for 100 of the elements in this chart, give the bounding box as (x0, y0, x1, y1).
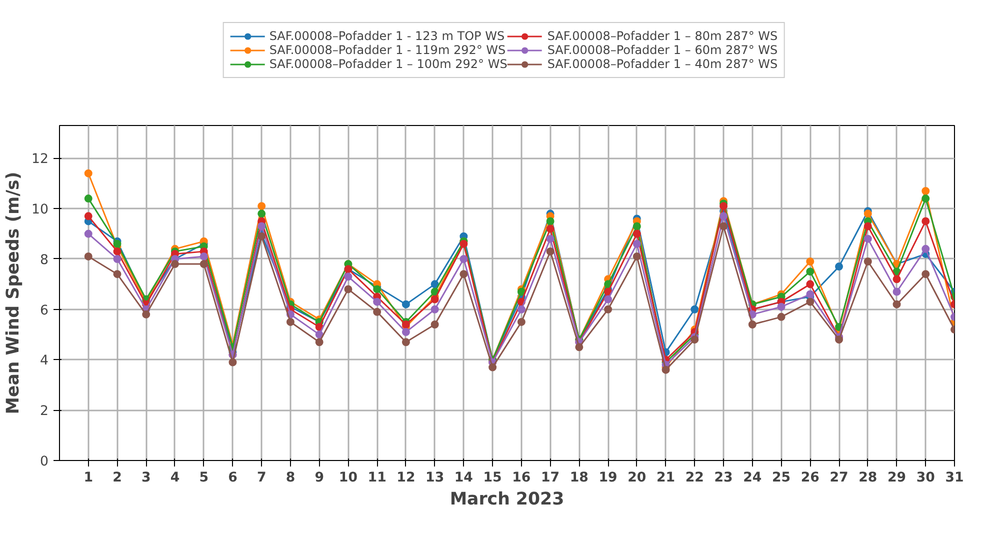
point (546, 224, 554, 233)
point (113, 255, 122, 263)
x-tick-label: 3 (141, 470, 151, 486)
point (517, 288, 526, 296)
point (892, 275, 901, 284)
x-axis-title: March 2023 (450, 490, 564, 510)
point (402, 328, 410, 336)
point (864, 210, 872, 218)
point (113, 270, 122, 278)
point (170, 260, 179, 268)
x-tick-label: 24 (743, 470, 762, 486)
x-tick-label: 23 (714, 470, 733, 486)
point (430, 295, 439, 304)
point (84, 212, 92, 220)
point (113, 247, 122, 256)
point (922, 217, 930, 226)
y-tick-label: 12 (32, 152, 49, 168)
point (662, 366, 670, 374)
point (604, 288, 612, 296)
point (460, 270, 468, 278)
point (430, 305, 439, 314)
legend-label: SAF.00008–Pofadder 1 – 80m 287° WS (547, 29, 778, 43)
point (632, 252, 641, 260)
point (864, 234, 872, 243)
point (777, 302, 786, 311)
y-tick-label: 2 (40, 404, 49, 420)
point (373, 285, 382, 294)
point (835, 262, 844, 271)
x-tick-label: 9 (314, 470, 324, 486)
point (460, 255, 468, 263)
point (748, 320, 756, 328)
legend-label: SAF.00008–Pofadder 1 – 40m 287° WS (547, 57, 778, 71)
x-tick-label: 27 (830, 470, 848, 486)
x-tick-label: 8 (286, 470, 296, 486)
point (200, 252, 208, 260)
y-tick-label: 4 (40, 354, 49, 369)
point (113, 240, 122, 248)
point (84, 194, 92, 203)
point (720, 212, 728, 220)
point (258, 232, 266, 240)
x-tick-label: 20 (628, 470, 646, 486)
point (690, 305, 699, 314)
point (864, 222, 872, 230)
point (517, 318, 526, 326)
point (286, 318, 294, 326)
x-tick-label: 11 (368, 470, 386, 486)
x-tick-label: 12 (396, 470, 416, 486)
point (228, 358, 237, 366)
point (84, 252, 92, 260)
point (430, 280, 439, 288)
point (200, 260, 208, 268)
point (546, 234, 554, 243)
x-tick-label: 19 (598, 470, 618, 486)
x-tick-label: 7 (256, 470, 266, 486)
point (720, 202, 728, 210)
point (344, 272, 352, 281)
y-tick-label: 8 (40, 252, 49, 268)
point (835, 336, 844, 344)
x-tick-label: 21 (656, 470, 676, 486)
point (690, 336, 699, 344)
point (806, 290, 814, 298)
point (632, 240, 641, 248)
x-tick-label: 4 (170, 470, 180, 486)
point (720, 222, 728, 230)
point (373, 298, 382, 306)
x-tick-label: 26 (800, 470, 820, 486)
y-tick-label: 0 (40, 454, 49, 470)
point (402, 320, 410, 328)
point (922, 270, 930, 278)
legend-label: SAF.00008–Pofadder 1 - 123 m TOP WS (269, 29, 505, 43)
x-tick-label: 15 (483, 470, 502, 486)
point (806, 258, 814, 266)
x-tick-label: 29 (887, 470, 906, 486)
point (604, 305, 612, 314)
x-tick-label: 6 (228, 470, 238, 486)
point (460, 240, 468, 248)
y-tick-label: 6 (40, 303, 49, 318)
x-tick-label: 14 (454, 470, 473, 486)
point (806, 268, 814, 276)
point (430, 320, 439, 328)
point (546, 247, 554, 256)
x-tick-label: 31 (945, 470, 964, 486)
y-tick-label: 10 (32, 202, 49, 218)
point (344, 285, 352, 294)
legend-label: SAF.00008–Pofadder 1 – 100m 292° WS (269, 57, 508, 71)
point (258, 222, 266, 230)
point (892, 288, 901, 296)
x-tick-label: 22 (685, 470, 704, 486)
x-tick-label: 18 (570, 470, 588, 486)
legend-label: SAF.00008–Pofadder 1 – 60m 287° WS (547, 43, 778, 57)
x-tick-label: 5 (199, 470, 208, 486)
point (402, 338, 410, 346)
point (632, 230, 641, 238)
point (632, 222, 641, 230)
point (604, 295, 612, 304)
point (402, 300, 410, 308)
point (373, 308, 382, 316)
point (922, 194, 930, 203)
point (892, 300, 901, 308)
y-axis-title: Mean Wind Speeds (m/s) (4, 172, 24, 414)
